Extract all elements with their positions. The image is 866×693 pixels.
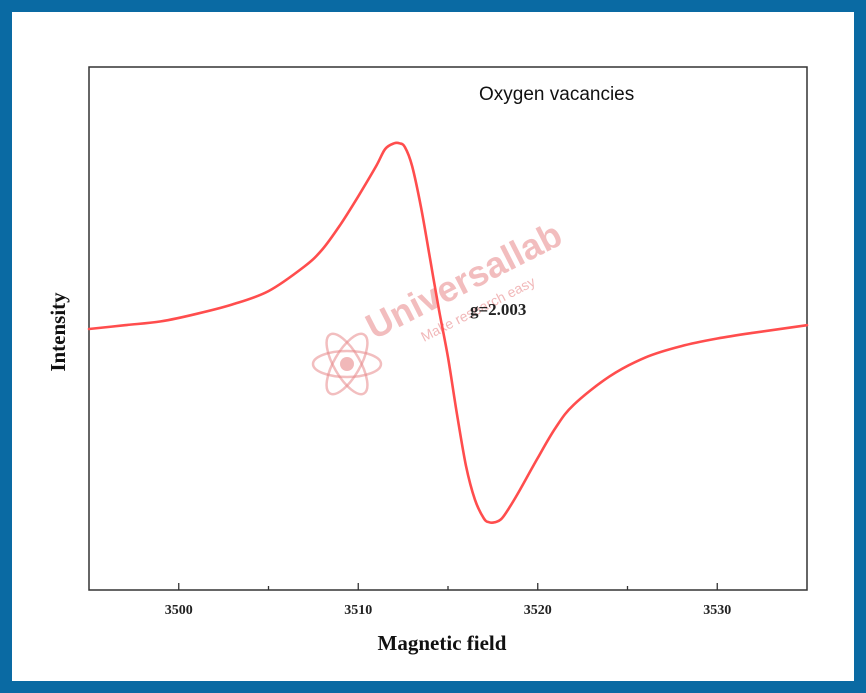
x-axis-label: Magnetic field bbox=[378, 631, 507, 655]
x-ticks bbox=[178, 583, 718, 590]
x-tick-label: 3510 bbox=[344, 603, 372, 618]
watermark: Universallab Make research easy bbox=[311, 213, 568, 396]
g-factor-annotation: g=2.003 bbox=[470, 300, 526, 319]
x-tick-labels: 3500 3510 3520 3530 bbox=[165, 603, 732, 618]
atom-logo-icon bbox=[311, 332, 383, 396]
x-tick-label: 3520 bbox=[524, 603, 552, 618]
x-tick-label: 3500 bbox=[165, 603, 193, 618]
x-tick-label: 3530 bbox=[703, 603, 731, 618]
chart-title: Oxygen vacancies bbox=[479, 84, 634, 105]
epr-chart: Universallab Make research easy 3500 3510… bbox=[46, 66, 809, 655]
y-axis-label: Intensity bbox=[46, 292, 70, 372]
chart-frame: Universallab Make research easy 3500 3510… bbox=[12, 12, 854, 681]
series-line bbox=[87, 141, 809, 525]
watermark-brand: Universallab bbox=[359, 213, 568, 347]
